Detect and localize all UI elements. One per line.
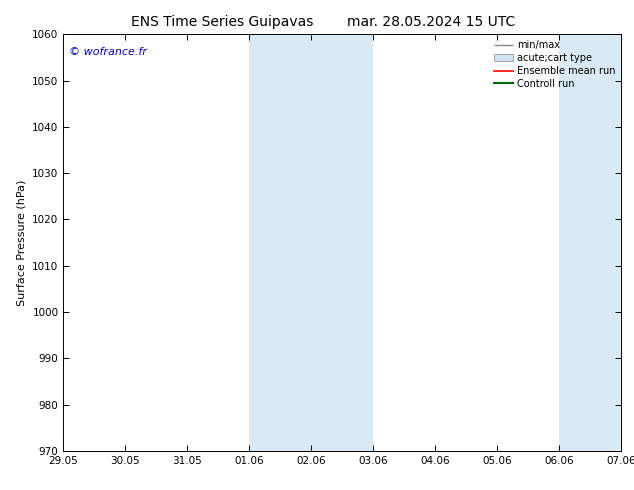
Text: © wofrance.fr: © wofrance.fr	[69, 47, 147, 57]
Bar	[311, 34, 373, 451]
Text: ENS Time Series Guipavas: ENS Time Series Guipavas	[131, 15, 313, 29]
Y-axis label: Surface Pressure (hPa): Surface Pressure (hPa)	[16, 179, 27, 306]
Bar	[559, 34, 621, 451]
Bar	[249, 34, 311, 451]
Text: mar. 28.05.2024 15 UTC: mar. 28.05.2024 15 UTC	[347, 15, 515, 29]
Legend: min/max, acute;cart type, Ensemble mean run, Controll run: min/max, acute;cart type, Ensemble mean …	[489, 36, 619, 93]
